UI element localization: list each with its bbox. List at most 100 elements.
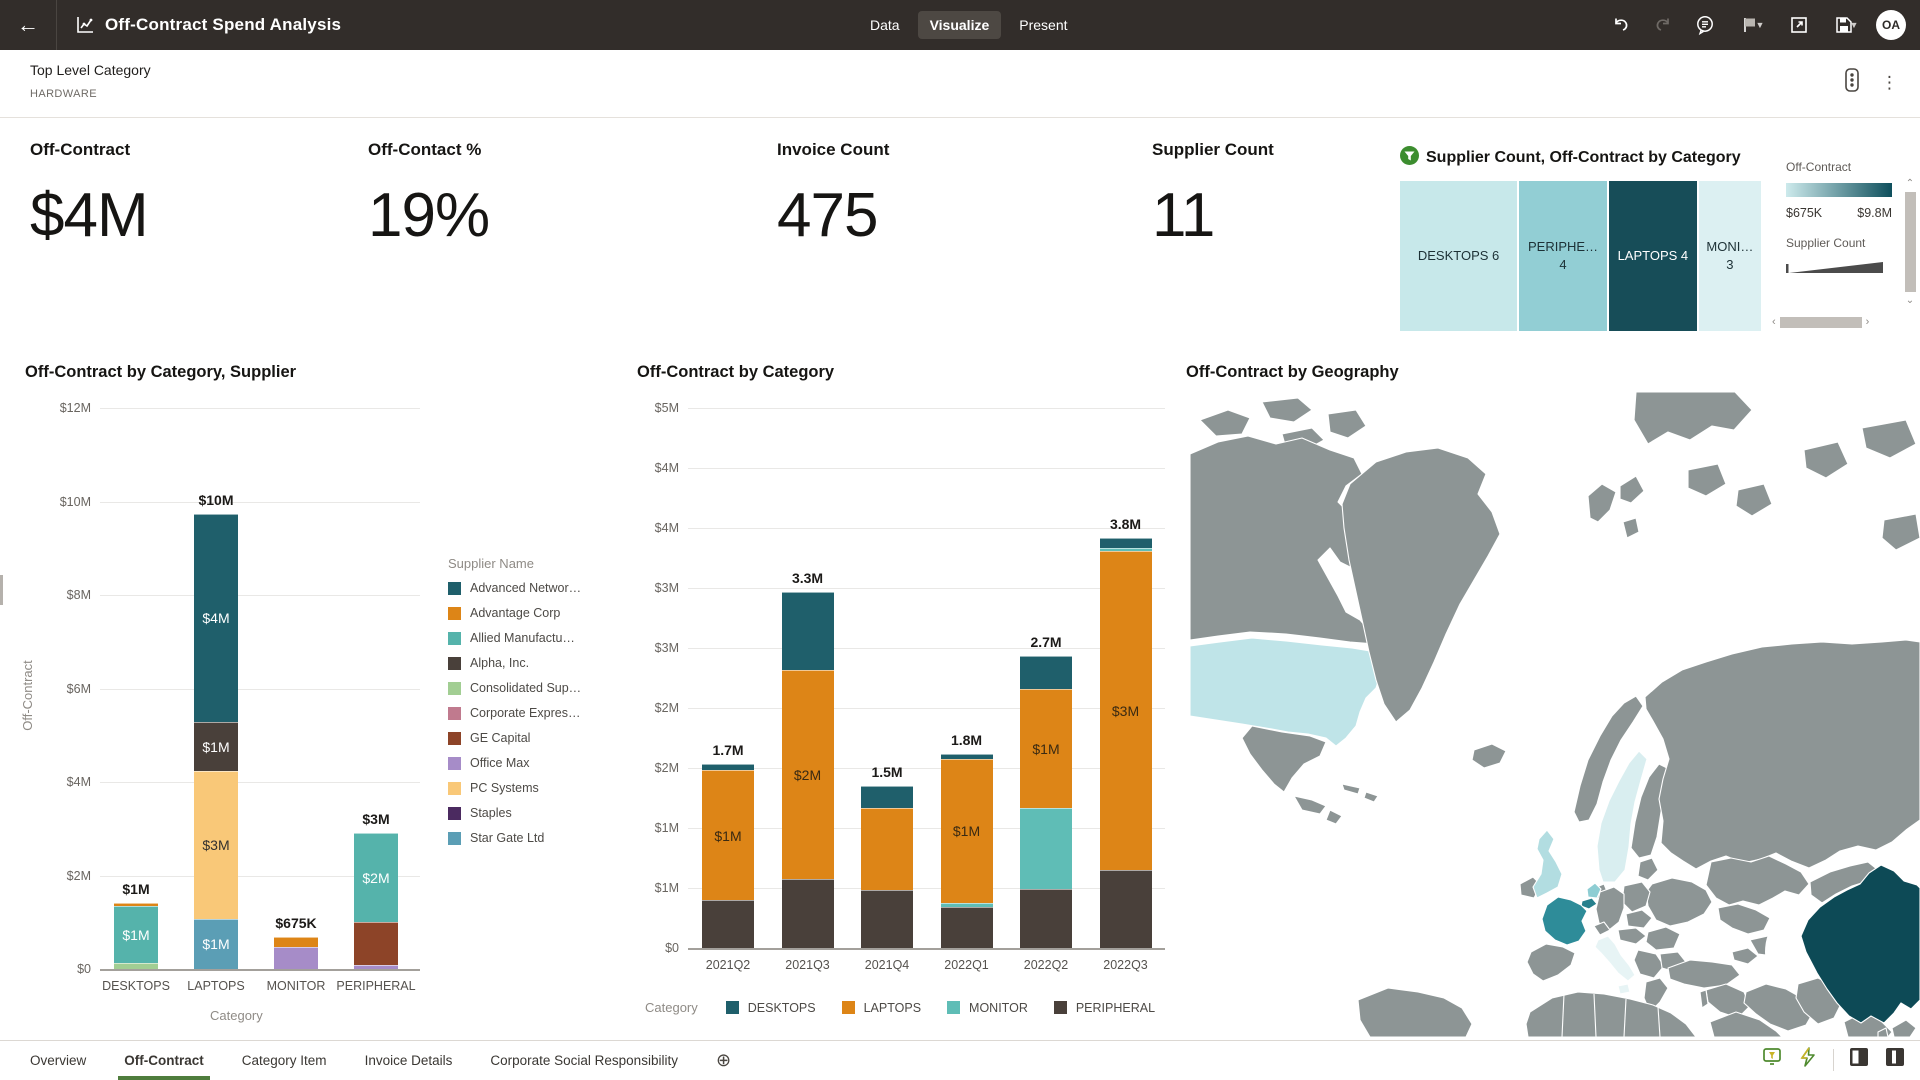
tab-present[interactable]: Present bbox=[1019, 17, 1068, 33]
canvas-tab-off-contract[interactable]: Off-Contract bbox=[118, 1041, 210, 1080]
bar-segment[interactable] bbox=[1020, 888, 1072, 948]
legend-item[interactable]: Office Max bbox=[448, 756, 581, 770]
bar-segment[interactable]: $1M bbox=[1020, 688, 1072, 808]
panel-left-icon[interactable] bbox=[1848, 1046, 1870, 1073]
add-canvas-icon[interactable]: ⊕ bbox=[715, 1050, 732, 1070]
back-button[interactable]: ← bbox=[17, 12, 39, 37]
legend-item[interactable]: DESKTOPS bbox=[725, 1001, 816, 1015]
country-france[interactable] bbox=[1541, 896, 1588, 946]
tab-visualize[interactable]: Visualize bbox=[917, 11, 1002, 39]
treemap-tile-desktops[interactable]: DESKTOPS 6 bbox=[1400, 181, 1518, 331]
country-united-states[interactable] bbox=[1190, 637, 1397, 747]
geography-map[interactable] bbox=[1190, 392, 1920, 1037]
bar-segment[interactable] bbox=[861, 889, 913, 948]
canvas-tab-overview[interactable]: Overview bbox=[30, 1053, 87, 1068]
treemap-vscrollbar[interactable]: ⌃ ⌄ bbox=[1903, 178, 1917, 314]
country-china[interactable] bbox=[1800, 864, 1920, 1024]
treemap-tile-monitor[interactable]: MONI… 3 bbox=[1698, 181, 1761, 331]
bar-segment[interactable]: $1M bbox=[194, 918, 238, 969]
avatar[interactable]: OA bbox=[1876, 10, 1906, 40]
canvas-tab-corporate-social-responsibility[interactable]: Corporate Social Responsibility bbox=[490, 1053, 678, 1068]
bar-monitor[interactable] bbox=[274, 937, 318, 969]
scroll-left-icon[interactable]: ‹ bbox=[1772, 316, 1776, 328]
legend-item[interactable]: Consolidated Sup… bbox=[448, 681, 581, 695]
legend-item[interactable]: Allied Manufactu… bbox=[448, 631, 581, 645]
legend-item[interactable]: Advantage Corp bbox=[448, 606, 581, 620]
bar-segment[interactable]: $1M bbox=[194, 721, 238, 771]
bar-segment[interactable] bbox=[274, 937, 318, 947]
bar-segment[interactable] bbox=[781, 878, 834, 948]
bar-segment[interactable] bbox=[354, 964, 398, 969]
bar-segment[interactable] bbox=[940, 753, 993, 760]
bar-2022q1[interactable]: $1M bbox=[940, 753, 993, 948]
legend-item[interactable]: Staples bbox=[448, 806, 581, 820]
bar-segment[interactable]: $1M bbox=[702, 769, 754, 901]
legend-item[interactable]: Corporate Expres… bbox=[448, 706, 581, 720]
bar-segment[interactable] bbox=[114, 903, 158, 907]
redo-icon[interactable] bbox=[1646, 8, 1680, 42]
bar-segment[interactable]: $1M bbox=[940, 759, 993, 903]
canvas-tab-invoice-details[interactable]: Invoice Details bbox=[364, 1053, 453, 1068]
treemap-hscrollbar[interactable]: ‹ › bbox=[1772, 315, 1920, 329]
legend-item[interactable]: PERIPHERAL bbox=[1053, 1001, 1155, 1015]
scroll-right-icon[interactable]: › bbox=[1865, 316, 1870, 328]
tab-data[interactable]: Data bbox=[870, 17, 900, 33]
left-scroll-nub[interactable] bbox=[0, 575, 3, 605]
kebab-menu-icon[interactable]: ⋮ bbox=[1881, 73, 1898, 92]
bar-segment[interactable] bbox=[861, 786, 913, 808]
country-sweden[interactable] bbox=[1596, 750, 1648, 883]
bar-segment[interactable] bbox=[781, 591, 834, 671]
filter-value[interactable]: HARDWARE bbox=[30, 88, 97, 100]
bar-segment[interactable] bbox=[354, 921, 398, 965]
canvas-tab-category-item[interactable]: Category Item bbox=[241, 1053, 327, 1068]
bar-segment[interactable] bbox=[861, 807, 913, 890]
legend-item[interactable]: Advanced Networ… bbox=[448, 581, 581, 595]
bar-segment[interactable]: $3M bbox=[194, 770, 238, 919]
bar-segment[interactable] bbox=[1099, 870, 1152, 948]
save-icon[interactable]: ▼ bbox=[1824, 8, 1868, 42]
open-window-icon[interactable] bbox=[1782, 8, 1816, 42]
bar-segment[interactable]: $3M bbox=[1099, 550, 1152, 871]
legend-item[interactable]: Star Gate Ltd bbox=[448, 831, 581, 845]
country-united-kingdom[interactable] bbox=[1532, 829, 1563, 899]
bar-segment[interactable] bbox=[702, 764, 754, 770]
bar-2021q4[interactable] bbox=[861, 786, 913, 948]
undo-icon[interactable] bbox=[1604, 8, 1638, 42]
bar-segment[interactable] bbox=[702, 900, 754, 948]
bar-segment[interactable] bbox=[1020, 656, 1072, 689]
legend-item[interactable]: PC Systems bbox=[448, 781, 581, 795]
bar-desktops[interactable]: $1M bbox=[114, 903, 158, 969]
auto-refresh-icon[interactable] bbox=[1797, 1046, 1819, 1073]
legend-item[interactable]: GE Capital bbox=[448, 731, 581, 745]
bar-peripheral[interactable]: $2M bbox=[354, 833, 398, 969]
bar-2022q2[interactable]: $1M bbox=[1020, 656, 1072, 948]
bar-segment[interactable]: $1M bbox=[114, 906, 158, 964]
canvas-filter-icon[interactable] bbox=[1761, 1046, 1783, 1073]
legend-item[interactable]: MONITOR bbox=[947, 1001, 1028, 1015]
bar-2022q3[interactable]: $3M bbox=[1099, 537, 1152, 948]
bar-segment[interactable]: $2M bbox=[354, 833, 398, 922]
bar-segment[interactable] bbox=[1099, 537, 1152, 549]
bar-segment[interactable]: $4M bbox=[194, 513, 238, 722]
vscroll-thumb[interactable] bbox=[1904, 192, 1916, 292]
comment-icon[interactable]: ▼ bbox=[1730, 8, 1774, 42]
scroll-up-icon[interactable]: ⌃ bbox=[1905, 178, 1915, 189]
country-netherlands[interactable] bbox=[1586, 882, 1602, 899]
limit-values-icon[interactable] bbox=[1841, 67, 1863, 98]
scroll-down-icon[interactable]: ⌄ bbox=[1905, 295, 1915, 306]
country-italy[interactable] bbox=[1594, 935, 1636, 982]
treemap-tile-laptops[interactable]: LAPTOPS 4 bbox=[1608, 181, 1697, 331]
insights-icon[interactable] bbox=[1688, 8, 1722, 42]
bar-2021q3[interactable]: $2M bbox=[781, 591, 834, 948]
bar-laptops[interactable]: $1M $3M $1M $4M bbox=[194, 513, 238, 969]
hscroll-thumb[interactable] bbox=[1779, 316, 1862, 328]
treemap-tile-peripheral[interactable]: PERIPHE… 4 bbox=[1519, 181, 1607, 331]
bar-segment[interactable] bbox=[940, 906, 993, 948]
legend-item[interactable]: LAPTOPS bbox=[841, 1001, 921, 1015]
bar-segment[interactable] bbox=[274, 946, 318, 969]
bar-segment[interactable] bbox=[1020, 807, 1072, 889]
panel-split-icon[interactable] bbox=[1884, 1046, 1906, 1073]
bar-segment[interactable] bbox=[940, 902, 993, 907]
bar-2021q2[interactable]: $1M bbox=[702, 764, 754, 948]
legend-item[interactable]: Alpha, Inc. bbox=[448, 656, 581, 670]
